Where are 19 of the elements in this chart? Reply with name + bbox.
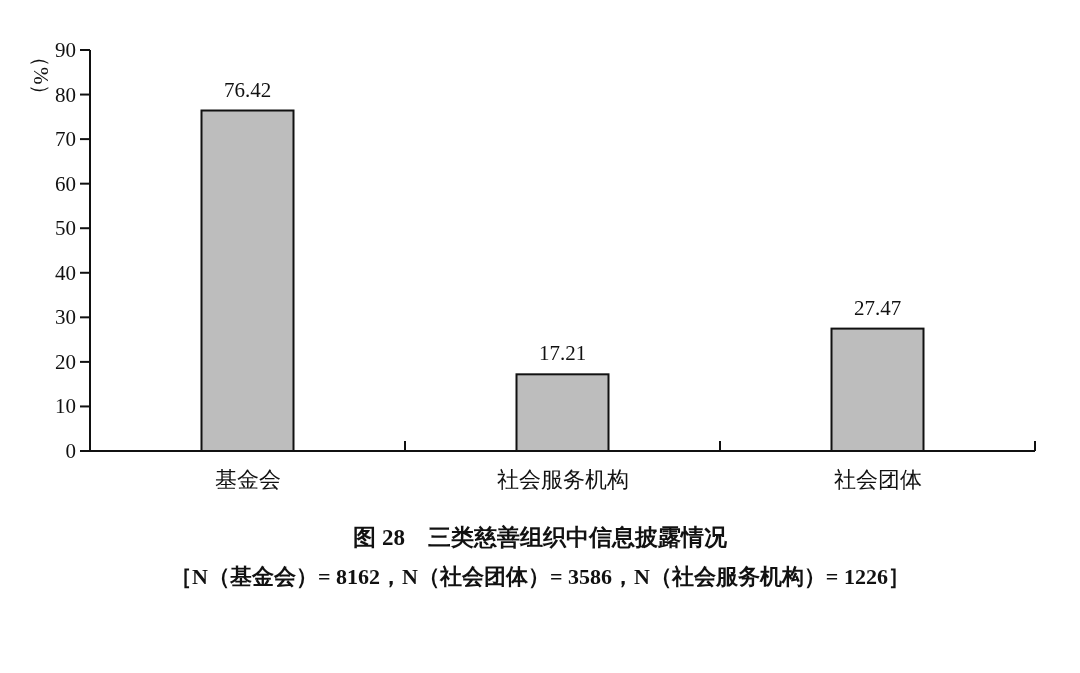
y-tick-label: 80: [55, 82, 76, 107]
y-tick-label: 50: [55, 216, 76, 241]
x-tick-label: 社会服务机构: [496, 467, 629, 492]
x-tick-label: 基金会: [214, 467, 281, 492]
y-tick-label: 90: [55, 38, 76, 62]
y-tick-label: 30: [55, 305, 76, 330]
y-tick-label: 70: [55, 127, 76, 152]
y-axis-title: （%）: [29, 46, 53, 106]
y-tick-label: 20: [55, 349, 76, 374]
y-tick-label: 0: [65, 439, 76, 463]
data-label: 17.21: [538, 341, 587, 366]
text: 图 28 三类慈善组织中信息披露情况: [353, 524, 728, 550]
text: ［N（基金会）= 8162，N（社会团体）= 3586，N（社会服务机构）= 1226］: [170, 564, 910, 589]
y-tick-label: 10: [55, 394, 76, 419]
y-tick-label: 60: [55, 171, 76, 196]
y-tick-label: 40: [55, 260, 76, 285]
data-label: 27.47: [853, 295, 902, 320]
x-tick-label: 社会团体: [833, 467, 922, 492]
data-label: 76.42: [223, 77, 272, 102]
